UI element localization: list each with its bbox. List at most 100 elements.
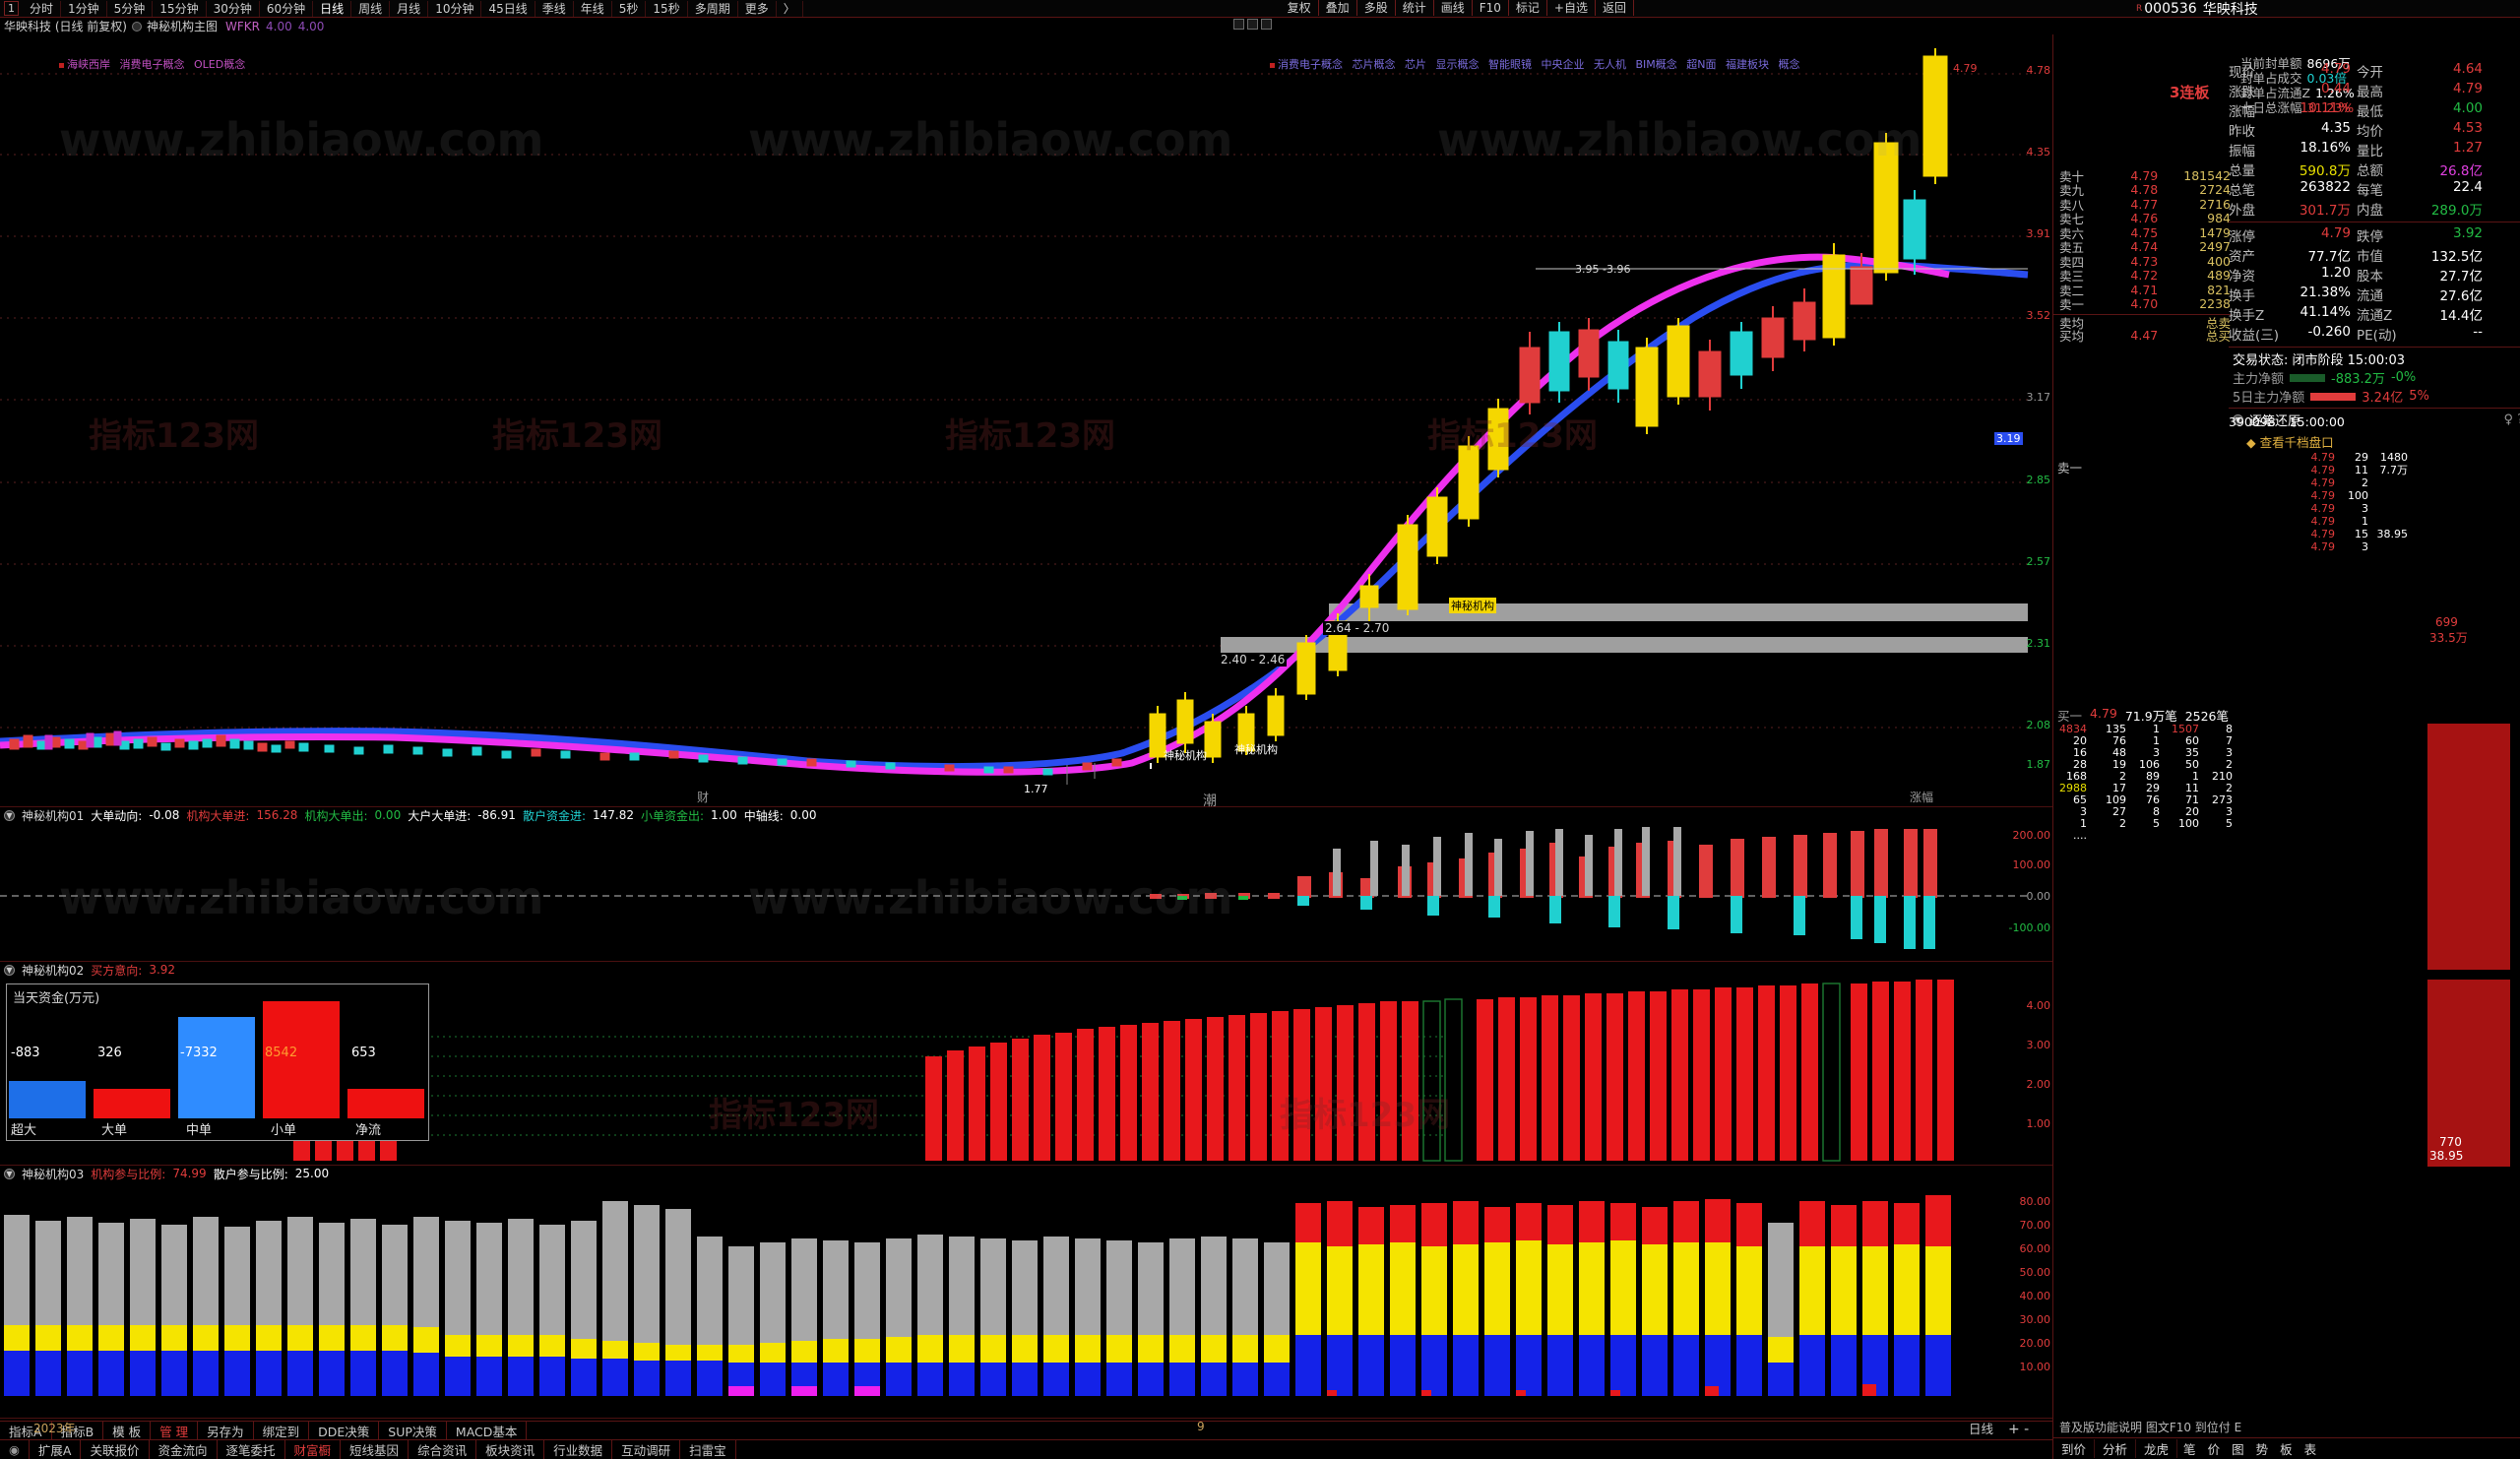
status-biao[interactable]: 表: [2303, 1442, 2317, 1457]
btn-short-gene[interactable]: 短线基因: [341, 1440, 410, 1459]
status-alert[interactable]: 到价: [2053, 1439, 2096, 1458]
btn-template[interactable]: 模 板: [103, 1422, 152, 1439]
chevron-right-icon[interactable]: 〉: [777, 0, 803, 17]
check-thousand-link[interactable]: ◆ 查看千档盘口: [2246, 435, 2334, 450]
close-icon[interactable]: [1261, 19, 1272, 30]
indicator-03-name[interactable]: 神秘机构03: [22, 1167, 85, 1181]
period-10min[interactable]: 10分钟: [428, 0, 482, 17]
btn-indicator-b[interactable]: 指标B: [52, 1422, 104, 1439]
tag-right-2[interactable]: 芯片: [1405, 58, 1426, 71]
period-15sec[interactable]: 15秒: [646, 0, 688, 17]
replay-label[interactable]: 逐笔还原: [2249, 414, 2301, 429]
period-toolbar[interactable]: 1 分时 1分钟 5分钟 15分钟 30分钟 60分钟 日线 周线 月线 10分…: [0, 0, 2520, 18]
status-ban[interactable]: 板: [2280, 1442, 2293, 1457]
status-jia[interactable]: 价: [2207, 1442, 2221, 1457]
period-5min[interactable]: 5分钟: [107, 0, 154, 17]
tag-right-4[interactable]: 智能眼镜: [1488, 58, 1532, 71]
window-controls[interactable]: [1233, 19, 1272, 30]
order-tape-right[interactable]: 4.79 29 1480 4.79 11 7.7万 4.79 2 4.79 100 4.79…: [2300, 452, 2520, 554]
indicator-button-row[interactable]: 指标A 指标B 模 板 管 理 另存为 绑定到 DDE决策 SUP决策 MACD…: [0, 1421, 2052, 1440]
period-yearly[interactable]: 年线: [574, 0, 612, 17]
tag-right-8[interactable]: 超N面: [1686, 58, 1717, 71]
status-shi[interactable]: 势: [2255, 1442, 2269, 1457]
tag-right-9[interactable]: 福建板块: [1726, 58, 1770, 71]
replay-help-icon[interactable]: ♀ ?: [2503, 412, 2520, 427]
candlestick-chart[interactable]: 4.78 4.35 3.91 3.52 3.17 2.85 2.57 2.31 …: [0, 34, 2052, 809]
indicator-02-name[interactable]: 神秘机构02: [22, 963, 85, 978]
status-dragon[interactable]: 龙虎: [2136, 1439, 2178, 1458]
extension-button-row[interactable]: ◉ 扩展A 关联报价 资金流向 逐笔委托 财富橱 短线基因 综合资讯 板块资讯 …: [0, 1440, 2052, 1459]
tag-right-7[interactable]: BIM概念: [1635, 58, 1677, 71]
status-bi[interactable]: 笔: [2183, 1442, 2196, 1457]
tag-right-10[interactable]: 概念: [1778, 58, 1800, 71]
replay-row[interactable]: ▼ 逐笔还原 ♀ ?: [2229, 411, 2520, 429]
right-status-bar[interactable]: 到价 分析 龙虎 笔 价 图 势 板 表: [2053, 1437, 2520, 1459]
tag-right-6[interactable]: 无人机: [1594, 58, 1626, 71]
tool-add-favorite[interactable]: +自选: [1547, 0, 1596, 16]
maximize-icon[interactable]: [1247, 19, 1258, 30]
tool-duogu[interactable]: 多股: [1357, 0, 1396, 16]
status-analysis[interactable]: 分析: [2095, 1439, 2137, 1458]
indicator-toggle-icon[interactable]: [132, 21, 142, 32]
period-60min[interactable]: 60分钟: [260, 0, 314, 17]
btn-industry-data[interactable]: 行业数据: [544, 1440, 613, 1459]
status-tu[interactable]: 图: [2232, 1442, 2244, 1457]
tag-left-1[interactable]: 消费电子概念: [119, 58, 185, 71]
period-daily[interactable]: 日线: [313, 0, 352, 17]
tag-right-5[interactable]: 中央企业: [1541, 58, 1585, 71]
tag-right-1[interactable]: 芯片概念: [1352, 58, 1396, 71]
btn-interactive[interactable]: 互动调研: [612, 1440, 681, 1459]
indicator-pane-01[interactable]: ▼ 神秘机构01 大单动向: -0.08 机构大单进: 156.28 机构大单出…: [0, 807, 2052, 962]
right-tools[interactable]: 复权 叠加 多股 统计 画线 F10 标记 +自选 返回: [1281, 0, 1634, 16]
indicator-02-chart[interactable]: 4.00 3.00 2.00 1.00 当天资金(万元): [0, 978, 2052, 1180]
btn-macd[interactable]: MACD基本: [447, 1422, 528, 1439]
tag-right-0[interactable]: 消费电子概念: [1278, 58, 1343, 71]
order-tape-left[interactable]: 4834 135 1 1507 8 20 76 1 60 7 16 48 3 35 3 28 19 106 5…: [2053, 724, 2290, 842]
tag-right-3[interactable]: 显示概念: [1435, 58, 1480, 71]
btn-dde[interactable]: DDE决策: [309, 1422, 380, 1439]
indicator-01-chart[interactable]: 200.00 100.00 0.00 -100.00: [0, 823, 2052, 977]
period-quarterly[interactable]: 季线: [536, 0, 574, 17]
btn-manage[interactable]: 管 理: [151, 1422, 199, 1439]
btn-fund-flow[interactable]: 资金流向: [150, 1440, 218, 1459]
period-45day[interactable]: 45日线: [481, 0, 536, 17]
replay-icon[interactable]: ▼: [2233, 414, 2243, 425]
btn-news[interactable]: 综合资讯: [409, 1440, 477, 1459]
period-weekly[interactable]: 周线: [351, 0, 391, 17]
tag-left-2[interactable]: OLED概念: [194, 58, 246, 71]
collapse-icon-03[interactable]: ▼: [4, 1168, 15, 1179]
period-more[interactable]: 更多: [738, 0, 777, 17]
period-30min[interactable]: 30分钟: [207, 0, 260, 17]
tool-biaoji[interactable]: 标记: [1509, 0, 1547, 16]
collapse-icon-02[interactable]: ▼: [4, 964, 15, 976]
btn-mine-sweeper[interactable]: 扫雷宝: [680, 1440, 736, 1459]
tool-huaxian[interactable]: 画线: [1434, 0, 1473, 16]
tool-fuquan[interactable]: 复权: [1281, 0, 1319, 16]
indicator-03-chart[interactable]: 80.00 70.00 60.00 50.00 40.00 30.00 20.0…: [0, 1181, 2052, 1433]
collapse-icon-01[interactable]: ▼: [4, 809, 15, 821]
btn-bind-to[interactable]: 绑定到: [254, 1422, 310, 1439]
indicator-pane-02[interactable]: ▼ 神秘机构02 买方意向: 3.92: [0, 962, 2052, 1166]
btn-save-as[interactable]: 另存为: [198, 1422, 254, 1439]
btn-wealth[interactable]: 财富橱: [285, 1440, 342, 1459]
indicator-pane-03[interactable]: ▼ 神秘机构03 机构参与比例: 74.99 散户参与比例: 25.00: [0, 1166, 2052, 1418]
indicator-01-name[interactable]: 神秘机构01: [22, 808, 85, 823]
btn-related-quotes[interactable]: 关联报价: [81, 1440, 150, 1459]
tag-left-0[interactable]: 海峡西岸: [67, 58, 110, 71]
check-thousand-label[interactable]: 查看千档盘口: [2259, 435, 2334, 450]
minimize-icon[interactable]: [1233, 19, 1244, 30]
tool-f10[interactable]: F10: [1473, 0, 1509, 16]
tool-back[interactable]: 返回: [1596, 0, 1634, 16]
expand-icon[interactable]: ◉: [0, 1440, 30, 1459]
btn-sector-news[interactable]: 板块资讯: [476, 1440, 545, 1459]
period-5sec[interactable]: 5秒: [612, 0, 647, 17]
btn-indicator-a[interactable]: 指标A: [0, 1422, 52, 1439]
main-indicator-name[interactable]: 神秘机构主图: [147, 20, 219, 33]
tool-diejia[interactable]: 叠加: [1319, 0, 1357, 16]
order-book-sell[interactable]: 卖十 4.79 181542 卖九 4.78 2724 卖八 4.77 2716 卖七 4.7…: [2053, 168, 2231, 344]
tool-tongji[interactable]: 统计: [1396, 0, 1434, 16]
period-1min[interactable]: 1分钟: [61, 0, 107, 17]
period-multi[interactable]: 多周期: [688, 0, 738, 17]
period-15min[interactable]: 15分钟: [153, 0, 207, 17]
period-fenshi[interactable]: 分时: [23, 0, 62, 17]
